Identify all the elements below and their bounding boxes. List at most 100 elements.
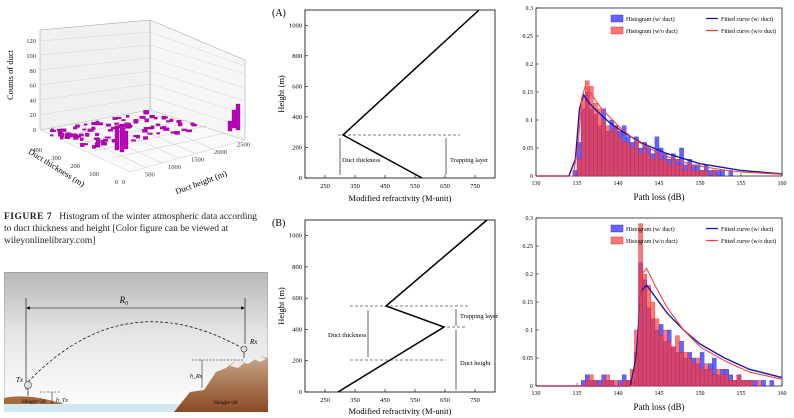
profile-b-duct-thickness: Duct thickness [328, 332, 367, 339]
histogram-3d-cell [82, 143, 88, 146]
histogram-3d-cell [75, 124, 80, 128]
histogram-3d-cell [127, 125, 133, 128]
y-tick-label: 0.25 [523, 34, 534, 40]
histogram-bar [650, 159, 656, 177]
histogram-bar [593, 103, 598, 177]
profile-a-duct-thickness: Duct thickness [342, 157, 381, 164]
histogram-bar [585, 380, 590, 387]
y-tick-label: 400 [292, 326, 302, 333]
x-tick-label: 140 [614, 181, 623, 187]
x-tick-label: 350 [350, 183, 360, 190]
profile-b: (B) 0 200 400 600 800 1000 250 350 450 550 650 750… [272, 218, 499, 416]
histogram-3d-cell [126, 114, 130, 118]
histogram-3d-cell [73, 136, 79, 140]
histogram-bar [757, 380, 762, 387]
legend-label: Histogram (w/ duct) [626, 16, 675, 23]
x-tick-label: 145 [655, 391, 664, 397]
histogram-bar [728, 170, 733, 177]
histogram-bar [695, 357, 701, 387]
y-tick-label: 1000 [168, 164, 181, 171]
histogram-bar [626, 142, 631, 177]
x-tick-label: 155 [737, 391, 746, 397]
z-tick-label: 80 [30, 68, 37, 75]
x-tick-label: 130 [532, 181, 541, 187]
rx-antenna-icon [240, 345, 248, 358]
h-rx-label: h_Rx [190, 374, 203, 380]
legend-label: Fitted curve (w/ duct) [721, 226, 773, 233]
histogram-bar [720, 170, 725, 177]
histogram-3d-cell [142, 129, 148, 133]
y-tick-label: 0 [299, 175, 302, 182]
histogram-bar [589, 374, 594, 387]
histogram-3d-bar [227, 120, 233, 132]
histogram-bar [662, 329, 668, 387]
histogram-3d-cell [160, 126, 164, 130]
histogram-3d-bar [114, 127, 120, 151]
legend: Histogram (w/ duct) Histogram (w/o duct) F… [610, 14, 776, 35]
histogram-3d-cell [130, 139, 136, 142]
legend-label: Histogram (w/o duct) [626, 238, 678, 245]
y-tick-label: 0.1 [526, 118, 534, 124]
y-tick-label: 0 [122, 179, 125, 186]
profile-a-curve [341, 9, 480, 179]
y-tick-label: 0.05 [523, 146, 534, 152]
histogram-bar [675, 335, 680, 387]
histogram-bar [634, 142, 639, 177]
histogram-3d-cell [156, 132, 161, 135]
figure-caption: FIGURE 7 Histogram of the winter atmosph… [4, 211, 266, 247]
y-tick-label: 200 [292, 144, 302, 151]
histogram-3d-cell [112, 117, 118, 120]
x-tick-label: 140 [614, 391, 623, 397]
y-tick-label: 400 [292, 114, 302, 121]
tx-antenna-icon [24, 381, 32, 396]
x-axis-label: Path loss (dB) [633, 402, 684, 412]
histogram-bar [687, 357, 692, 387]
y-tick-label: 0.05 [523, 356, 534, 362]
y-tick-label: 2500 [237, 142, 250, 149]
y-tick-label: 600 [292, 83, 302, 90]
histogram-bar [769, 380, 774, 387]
histogram-bar [671, 159, 676, 177]
histogram-bar [728, 380, 733, 387]
legend-swatch [610, 236, 624, 245]
histogram-bar [646, 153, 651, 177]
histogram-bar [585, 80, 590, 177]
profile-b-trapping-layer: Trapping layer [460, 313, 499, 320]
x-tick-label: 650 [440, 397, 450, 404]
histogram-3d-cell [100, 139, 105, 144]
x-tick-label: 155 [737, 181, 746, 187]
histogram-bar [691, 170, 697, 177]
histogram-bar [736, 374, 742, 387]
histogram-bar [621, 380, 627, 387]
x-tick-label: 135 [573, 391, 582, 397]
histogram-3d-bar [119, 123, 125, 153]
x-tick-label: 160 [778, 391, 787, 397]
y-tick-label: 0.15 [523, 300, 534, 306]
histogram-3d-bar [235, 103, 241, 131]
histogram-bar [703, 363, 709, 387]
y-tick-label: 600 [292, 295, 302, 302]
histogram-bar [613, 125, 619, 177]
histogram-bar [630, 147, 635, 177]
profile-b-duct-height: Duct height [460, 360, 491, 367]
x-tick-label: 400 [32, 147, 42, 154]
y-tick-label: 0 [530, 384, 533, 390]
histogram-bar [658, 335, 664, 387]
histogram-bar [703, 170, 709, 177]
histogram-bar [601, 119, 606, 177]
histogram-bar [683, 352, 688, 387]
x-tick-label: 0 [115, 179, 118, 186]
left-ground-label: Height=20 [22, 399, 46, 405]
legend-label: Fitted curve (w/ duct) [721, 16, 773, 23]
x-tick-label: 150 [696, 181, 705, 187]
z-tick-label: 40 [30, 97, 37, 104]
fitted-curve [536, 93, 783, 177]
histogram-3d-cell [124, 122, 129, 127]
z-tick-label: 120 [26, 38, 36, 45]
x-tick-label: 130 [532, 391, 541, 397]
histogram-bar [597, 108, 602, 177]
histogram-bar [642, 273, 647, 387]
histogram-3d-cell [143, 127, 151, 130]
histogram-3d-cell [85, 132, 90, 137]
y-tick-label: 0.2 [526, 62, 534, 68]
